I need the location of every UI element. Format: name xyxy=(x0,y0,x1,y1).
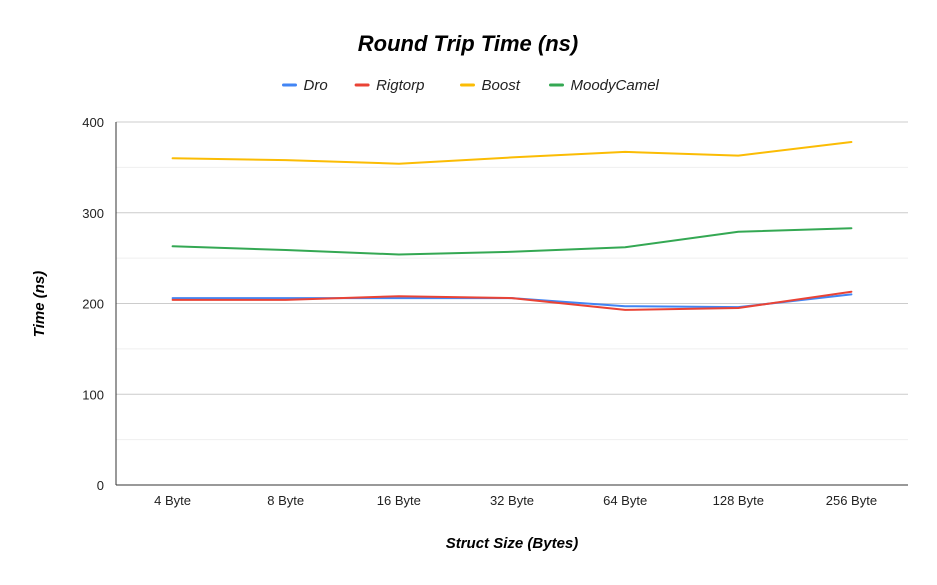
x-tick-label: 8 Byte xyxy=(267,493,304,508)
y-axis-title: Time (ns) xyxy=(31,271,48,337)
legend-label-boost: Boost xyxy=(482,77,521,94)
axes: 0 100 200 300 400 4 Byte 8 Byte 16 Byte 32 Byte 6… xyxy=(82,115,908,508)
x-axis-title: Struct Size (Bytes) xyxy=(446,535,579,552)
legend-label-rigtorp: Rigtorp xyxy=(376,77,424,94)
legend-label-moodycamel: MoodyCamel xyxy=(571,77,660,94)
series-line-rigtorp xyxy=(171,290,853,311)
x-tick-label: 256 Byte xyxy=(826,493,877,508)
series-line-boost xyxy=(171,141,853,165)
legend: Dro Rigtorp Boost MoodyCamel xyxy=(282,77,660,94)
x-tick-label: 32 Byte xyxy=(490,493,534,508)
legend-label-dro: Dro xyxy=(304,77,328,94)
x-tick-label: 64 Byte xyxy=(603,493,647,508)
y-tick-label: 200 xyxy=(82,297,104,312)
chart-title: Round Trip Time (ns) xyxy=(358,31,578,56)
y-tick-label: 400 xyxy=(82,115,104,130)
y-tick-label: 300 xyxy=(82,206,104,221)
series-line-moodycamel xyxy=(171,227,853,256)
x-tick-label: 4 Byte xyxy=(154,493,191,508)
series-layer xyxy=(171,141,853,311)
x-tick-label: 16 Byte xyxy=(377,493,421,508)
x-tick-label: 128 Byte xyxy=(713,493,764,508)
y-tick-label: 0 xyxy=(97,478,104,493)
y-tick-label: 100 xyxy=(82,387,104,402)
